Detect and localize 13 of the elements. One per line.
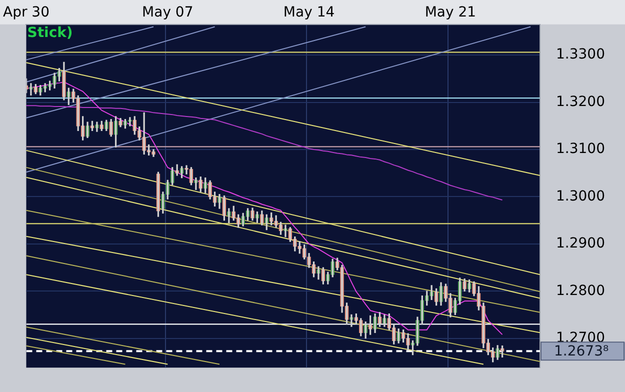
y-tick-label: 1.2800 <box>556 282 605 299</box>
annotation: Stick) <box>27 25 73 42</box>
y-tick-label: 1.3000 <box>556 188 605 204</box>
y-tick-label: 1.3200 <box>556 94 605 110</box>
y-tick-label: 1.2700 <box>556 330 605 346</box>
x-tick-label: May 07 <box>142 4 194 21</box>
x-tick-label: May 21 <box>424 4 476 21</box>
y-tick-label: 1.3300 <box>556 46 605 63</box>
y-tick-label: 1.3100 <box>556 141 605 158</box>
x-tick-label: May 14 <box>283 4 335 21</box>
y-tick-label: 1.2900 <box>556 236 605 252</box>
ref-line-label: 1.2673⁸ <box>554 344 609 360</box>
x-tick-label: Apr 30 <box>3 4 50 21</box>
